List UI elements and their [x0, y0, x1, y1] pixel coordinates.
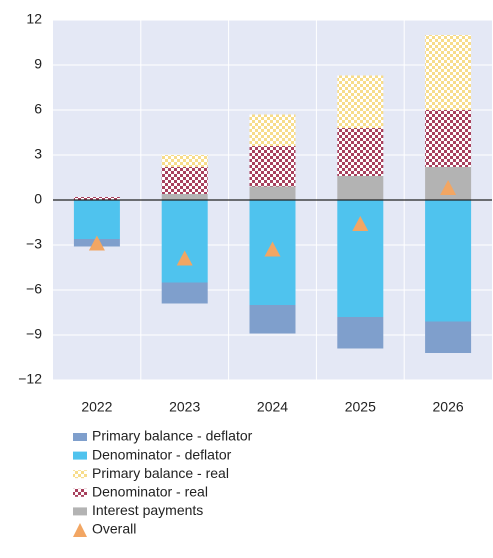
bar-segment [249, 186, 296, 200]
bar-segment [73, 197, 120, 200]
y-tick-label: −3 [26, 236, 42, 252]
overall-marker [264, 241, 281, 257]
bar-segment [337, 128, 384, 176]
overall-marker [176, 250, 193, 266]
bar-segment [161, 194, 208, 200]
y-tick-label: 6 [34, 101, 42, 117]
bar-segment [425, 200, 472, 322]
y-tick-label: −9 [26, 326, 42, 342]
x-tick-label: 2023 [169, 399, 200, 415]
bar-segment [161, 167, 208, 194]
legend-swatch [73, 507, 87, 516]
bar-segment [337, 176, 384, 200]
bar-segment [161, 200, 208, 283]
legend-label: Overall [92, 521, 136, 537]
y-tick-label: −12 [18, 371, 42, 387]
overall-marker [88, 235, 105, 251]
legend-label: Denominator - deflator [92, 446, 232, 462]
legend-label: Primary balance - deflator [92, 428, 253, 444]
bar-segment [161, 155, 208, 167]
x-tick-label: 2022 [81, 399, 112, 415]
y-tick-label: 12 [26, 11, 42, 27]
x-tick-label: 2026 [433, 399, 464, 415]
bar-segment [425, 110, 472, 167]
x-tick-label: 2025 [345, 399, 376, 415]
legend-label: Primary balance - real [92, 465, 229, 481]
bar-segment [425, 321, 472, 353]
y-tick-label: 9 [34, 56, 42, 72]
bar-segment [425, 35, 472, 110]
bar-segment [337, 75, 384, 128]
legend-swatch [73, 451, 87, 460]
legend-label: Denominator - real [92, 484, 208, 500]
legend-swatch [73, 433, 87, 441]
bar-segment [249, 114, 296, 146]
y-tick-label: 0 [34, 191, 42, 207]
bar-segment [249, 305, 296, 334]
y-tick-label: −6 [26, 281, 42, 297]
bar-segment [161, 282, 208, 304]
bar-segment [73, 200, 120, 239]
legend-label: Interest payments [92, 502, 203, 518]
legend-swatch [73, 488, 87, 497]
legend-swatch [73, 470, 87, 479]
x-tick-label: 2024 [257, 399, 288, 415]
bar-segment [249, 146, 296, 187]
y-tick-label: 3 [34, 146, 42, 162]
bar-segment [337, 317, 384, 349]
legend-swatch [73, 523, 87, 537]
overall-marker [352, 216, 369, 231]
overall-marker [440, 180, 457, 195]
